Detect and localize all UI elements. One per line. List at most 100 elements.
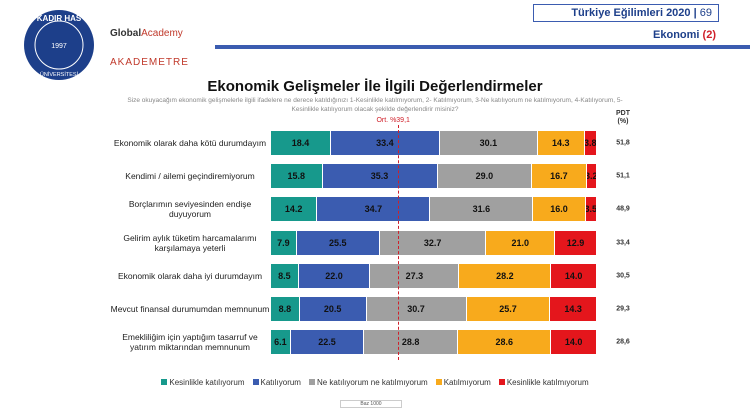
report-box: Türkiye Eğilimleri 2020 | 69: [533, 4, 719, 22]
value-label: 16.0: [550, 204, 568, 215]
value-label: 14.0: [564, 337, 583, 348]
value-label: 30.1: [479, 138, 498, 148]
pdt-value: 33,4: [616, 239, 630, 247]
value-label: 35.3: [370, 171, 389, 182]
pdt-value: 51,1: [616, 172, 630, 180]
bar-segment: 32.7: [379, 230, 487, 255]
category-label: Emekliliğim için yaptığım tasarruf ve ya…: [122, 332, 258, 353]
value-label: 30.7: [407, 304, 425, 314]
value-label: 25.7: [499, 304, 517, 314]
logo: KADIR HAS 1997 ÜNİVERSİTESİ: [24, 10, 94, 80]
legend: Kesinlikle katılıyorum Katılıyorum Ne katı…: [0, 372, 750, 390]
legend-swatch: [161, 379, 168, 385]
brand-3: AKADEMETRE: [110, 57, 189, 68]
value-label: 29.0: [475, 171, 494, 182]
legend-item: Ne katılıyorum ne katılmıyorum: [308, 377, 428, 387]
bar-segment: 7.9: [271, 230, 297, 255]
bar-segment: 30.7: [366, 297, 467, 321]
header-rule: [215, 45, 750, 49]
value-label: 14.3: [552, 138, 570, 148]
value-label: 20.5: [323, 304, 342, 314]
value-label: 12.9: [566, 237, 585, 248]
value-label: 8.8: [278, 304, 292, 314]
category-label: Gelirim aylık tüketim harcamalarımı karş…: [123, 232, 257, 253]
category-label: Kendimi / ailemi geçindiremiyorum: [125, 171, 255, 182]
legend-label: Katılmıyorum: [443, 377, 491, 387]
bar-segment: 34.7: [317, 197, 431, 222]
value-label: 32.7: [423, 237, 442, 248]
logo-top: KADIR HAS: [37, 14, 82, 23]
value-label: 14.0: [564, 270, 583, 281]
value-label: 22.0: [325, 270, 343, 281]
pdt-title: PDT: [616, 110, 630, 117]
bar-segment: 8.5: [271, 263, 299, 288]
bar-segment: 27.3: [370, 263, 460, 288]
legend-item: Kesinlikle katılıyorum: [161, 378, 245, 387]
base-note: Baz 1000: [340, 400, 402, 408]
bar-segment: 14.0: [551, 330, 597, 355]
bar-segment: 8.8: [271, 297, 300, 321]
legend-label: Katılıyorum: [260, 377, 301, 387]
value-label: 15.8: [287, 171, 306, 182]
subtitle: Size okuyacağım ekonomik gelişmelerle il…: [127, 97, 623, 113]
bar-segment: 21.0: [486, 230, 555, 255]
brand-1: Global: [110, 28, 142, 39]
value-label: 3.2: [587, 171, 597, 182]
bar-segment: 33.4: [330, 131, 440, 155]
chart-title: Ekonomik Gelişmeler İle İlgili Değerlend…: [207, 78, 543, 95]
section: Ekonomi (2): [653, 29, 716, 41]
value-label: 28.2: [496, 270, 514, 281]
pdt-value: 51,8: [616, 139, 630, 147]
section-name: Ekonomi: [653, 29, 700, 41]
value-label: 14.3: [564, 304, 582, 314]
bar-segment: 25.7: [466, 297, 551, 321]
value-label: 28.8: [401, 337, 420, 348]
reference-line: [398, 125, 400, 360]
brand: GlobalAcademy: [110, 28, 183, 39]
legend-label: Ne katılıyorum ne katılmıyorum: [316, 377, 428, 387]
value-label: 21.0: [511, 237, 529, 248]
legend-label: Kesinlikle katılmıyorum: [506, 377, 589, 387]
bar-segment: 14.0: [551, 263, 597, 288]
bar-segment: 14.3: [537, 131, 585, 155]
category-label: Ekonomik olarak daha iyi durumdayım: [117, 270, 263, 281]
bar-segment: 12.9: [554, 230, 597, 255]
bar-segment: 3.5: [585, 197, 597, 222]
page-no: 69: [699, 7, 712, 19]
logo-bottom: ÜNİVERSİTESİ: [40, 71, 79, 78]
reference-label: Ort. %39,1: [376, 117, 410, 124]
bar-segment: 6.1: [271, 330, 291, 355]
value-label: 3.8: [584, 138, 597, 148]
bar-segment: 22.0: [298, 263, 371, 288]
bar-segment: 29.0: [437, 164, 533, 189]
legend-swatch: [308, 379, 315, 385]
bar-segment: 3.2: [586, 164, 597, 189]
pdt-value: 30,5: [616, 272, 630, 280]
category-label: Ekonomik olarak daha kötü durumdayım: [113, 138, 267, 148]
legend-swatch: [435, 379, 442, 385]
bar-segment: 25.5: [296, 230, 380, 255]
bar-segment: 16.0: [533, 197, 586, 222]
bar-segment: 14.2: [271, 197, 318, 222]
value-label: 27.3: [405, 270, 424, 281]
section-no: (2): [702, 29, 716, 41]
value-label: 22.5: [318, 337, 336, 348]
bar-segment: 22.5: [290, 330, 365, 355]
value-label: 34.7: [364, 204, 383, 215]
value-label: 8.5: [278, 270, 291, 281]
bar-segment: 20.5: [299, 297, 367, 321]
value-label: 28.6: [495, 337, 513, 348]
pdt-header: PDT (%): [608, 110, 638, 126]
bar-segment: 35.3: [322, 164, 438, 189]
bar-segment: 3.8: [584, 131, 597, 155]
value-label: 6.1: [274, 337, 287, 348]
legend-item: Katılıyorum: [252, 377, 301, 387]
report: Türkiye Eğilimleri 2020: [571, 7, 691, 19]
value-label: 25.5: [329, 237, 347, 248]
bar-segment: 30.1: [439, 131, 538, 155]
bar-segment: 18.4: [271, 131, 331, 155]
bar-segment: 28.2: [459, 263, 552, 288]
value-label: 14.2: [284, 204, 303, 215]
